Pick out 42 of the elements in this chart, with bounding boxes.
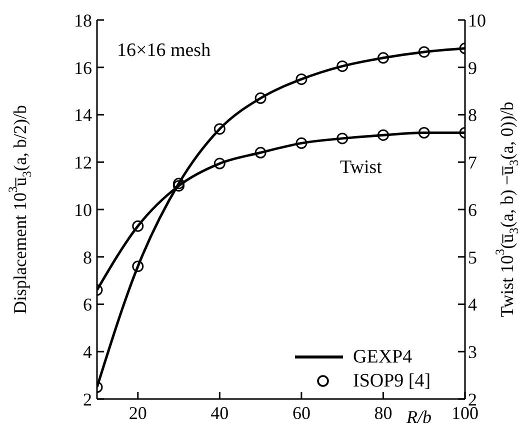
point — [254, 92, 266, 104]
point — [214, 123, 226, 135]
point — [418, 46, 430, 58]
point — [173, 178, 185, 190]
point — [296, 137, 308, 149]
x-tick-label: 80 — [374, 402, 392, 423]
point — [377, 129, 389, 141]
point — [173, 180, 185, 192]
annotation: Twist — [340, 157, 383, 178]
y-tick-label: 6 — [83, 294, 92, 315]
x-tick-label: 60 — [292, 402, 310, 423]
y-tick-label: 16 — [74, 58, 92, 78]
y-tick-label: 18 — [74, 10, 92, 30]
point — [418, 127, 430, 139]
y-tick-label: 4 — [83, 342, 92, 362]
point — [214, 158, 226, 170]
y-tick-label: 12 — [74, 152, 92, 173]
point — [132, 260, 144, 272]
y2-tick-label: 7 — [468, 152, 477, 173]
y-tick-label: 10 — [74, 200, 92, 220]
annotation: 16×16 mesh — [117, 40, 212, 61]
y-tick-label: 14 — [74, 105, 92, 126]
point — [377, 52, 389, 64]
point — [296, 73, 308, 85]
x-tick-label: 40 — [210, 402, 229, 423]
y2-tick-label: 6 — [468, 200, 477, 220]
y2-tick-label: 9 — [468, 58, 477, 78]
point — [254, 146, 266, 158]
point — [336, 60, 348, 72]
y-tick-label: 8 — [83, 247, 92, 268]
y-tick-label: 2 — [83, 389, 92, 410]
y2-tick-label: 4 — [468, 294, 477, 315]
x-axis-title: R/b — [406, 407, 432, 427]
x-tick-label: 20 — [128, 402, 147, 423]
y2-tick-label: 3 — [468, 342, 477, 362]
legend-label: ISOP9 [4] — [353, 370, 431, 392]
point — [132, 220, 144, 232]
point — [336, 132, 348, 144]
y2-tick-label: 10 — [468, 10, 486, 30]
y2-tick-label: 5 — [468, 247, 477, 268]
y2-tick-label: 8 — [468, 105, 477, 126]
legend-label: GEXP4 — [353, 346, 413, 368]
